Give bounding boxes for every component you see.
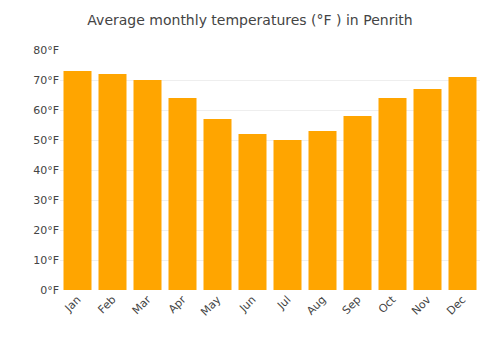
svg-text:Average monthly temperatures (: Average monthly temperatures (°F ) in Pe… [87, 12, 412, 28]
svg-text:0°F: 0°F [40, 284, 59, 297]
svg-text:Aug: Aug [304, 293, 328, 317]
svg-text:Feb: Feb [96, 293, 119, 316]
svg-text:Jan: Jan [62, 293, 84, 315]
svg-text:Mar: Mar [130, 293, 154, 317]
svg-text:Jul: Jul [274, 293, 293, 312]
svg-text:Sep: Sep [340, 293, 364, 317]
svg-text:Oct: Oct [376, 293, 399, 316]
svg-text:May: May [198, 293, 224, 319]
svg-text:70°F: 70°F [33, 74, 59, 87]
svg-text:20°F: 20°F [33, 224, 59, 237]
svg-text:10°F: 10°F [33, 254, 59, 267]
svg-text:30°F: 30°F [33, 194, 59, 207]
svg-text:40°F: 40°F [33, 164, 59, 177]
svg-text:50°F: 50°F [33, 134, 59, 147]
svg-text:60°F: 60°F [33, 104, 59, 117]
svg-text:Apr: Apr [166, 293, 189, 316]
svg-text:80°F: 80°F [33, 44, 59, 57]
svg-text:Jun: Jun [236, 293, 258, 315]
svg-text:Dec: Dec [444, 293, 468, 317]
svg-text:Nov: Nov [409, 293, 434, 318]
